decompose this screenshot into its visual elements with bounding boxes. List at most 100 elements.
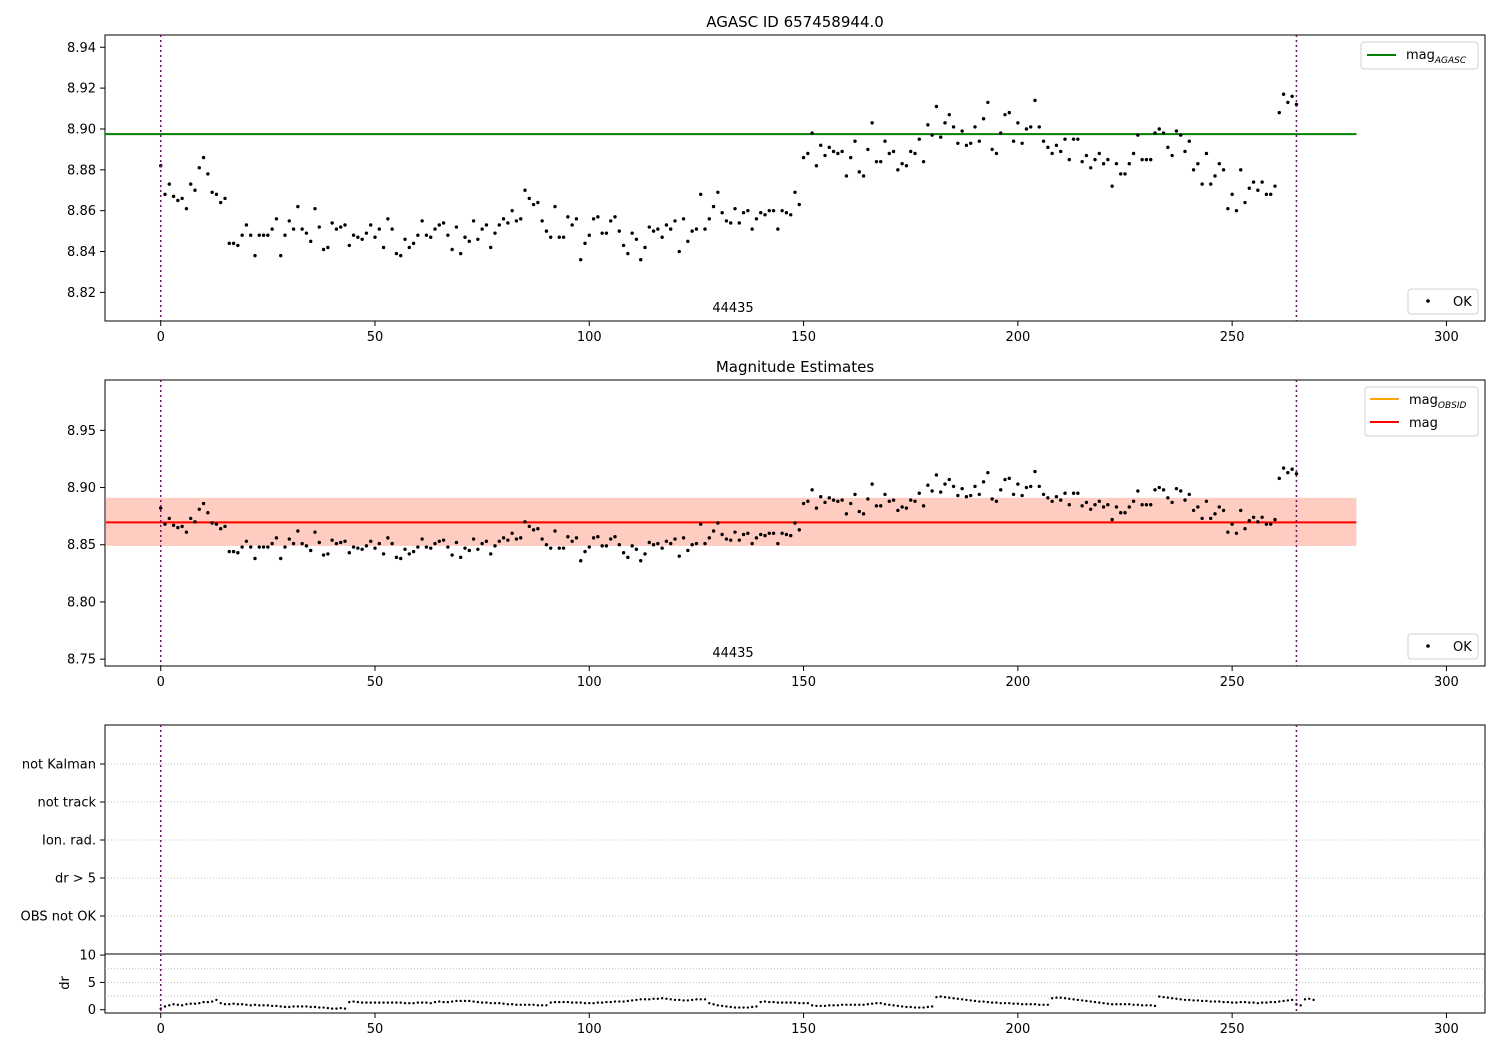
- dr-point: [922, 1006, 925, 1009]
- agasc-point: [531, 202, 536, 207]
- dr-point: [1128, 1003, 1131, 1006]
- mag-point: [831, 498, 836, 502]
- agasc-point: [771, 208, 776, 213]
- mag-point: [1290, 467, 1294, 471]
- mag-point: [257, 545, 261, 549]
- agasc-point: [1200, 182, 1204, 186]
- mag-point: [810, 488, 814, 492]
- mag-point: [403, 547, 407, 552]
- mag-point: [883, 492, 887, 497]
- mag-point: [677, 554, 681, 558]
- mag-point: [159, 506, 163, 510]
- mag-point: [476, 547, 480, 552]
- mag-point: [767, 531, 771, 535]
- dr-point: [999, 1001, 1002, 1005]
- mag-point: [1007, 476, 1011, 481]
- agasc-point: [836, 151, 840, 156]
- mag-point: [1110, 517, 1114, 522]
- agasc-xtick-label: 250: [1220, 330, 1245, 345]
- dr-point: [690, 998, 694, 1002]
- agasc-point: [527, 196, 531, 201]
- dr-point: [733, 1006, 737, 1009]
- panel-magnitude-estimates: Magnitude Estimates 0 50 100 150 200 250 300 8.…: [67, 358, 1486, 690]
- dr-point: [780, 1001, 784, 1004]
- mag-point: [313, 530, 317, 534]
- dr-point: [1222, 1000, 1225, 1004]
- agasc-point: [806, 151, 810, 156]
- agasc-point: [1234, 208, 1239, 213]
- agasc-point: [219, 200, 223, 205]
- agasc-point: [626, 251, 630, 256]
- mag-point: [1281, 466, 1286, 470]
- dr-point: [1209, 1000, 1212, 1003]
- dr-point: [939, 995, 942, 998]
- dr-point: [1265, 1001, 1268, 1004]
- dr-point: [240, 1003, 244, 1006]
- dr-point: [378, 1001, 381, 1004]
- dr-ytick-label: 10: [79, 949, 96, 964]
- mag-point: [1131, 499, 1136, 503]
- dr-point: [1170, 997, 1174, 1000]
- dr-point: [493, 1001, 497, 1005]
- dr-point: [202, 1000, 205, 1004]
- agasc-point: [553, 204, 557, 209]
- dr-point: [472, 1000, 475, 1003]
- dr-point: [515, 1003, 518, 1007]
- dr-point: [1050, 997, 1054, 1000]
- mag-point: [643, 552, 647, 556]
- agasc-point: [561, 235, 566, 239]
- dr-point: [853, 1003, 857, 1007]
- mag-point: [347, 551, 351, 555]
- dr-point: [1098, 1001, 1101, 1004]
- agasc-point: [600, 231, 604, 235]
- agasc-point: [394, 251, 399, 256]
- agasc-point: [1191, 168, 1196, 172]
- mag-point: [789, 533, 793, 538]
- mag-point: [707, 536, 711, 540]
- agasc-point: [184, 206, 189, 211]
- agasc-point: [1221, 168, 1226, 172]
- dr-point: [866, 1003, 870, 1006]
- agasc-point: [977, 139, 981, 143]
- dr-point: [1226, 1000, 1230, 1004]
- dr-point: [905, 1005, 908, 1009]
- dr-point: [279, 1005, 282, 1008]
- mag-point: [947, 477, 951, 482]
- dr-point: [168, 1004, 171, 1007]
- mag-point: [656, 541, 660, 546]
- agasc-point: [540, 219, 544, 223]
- mag-point: [176, 525, 180, 530]
- mag-point: [724, 537, 729, 541]
- dr-point: [802, 1001, 805, 1005]
- mag-point: [480, 541, 484, 546]
- mag-point: [227, 549, 231, 554]
- mag-point: [1140, 502, 1144, 507]
- dr-point: [1149, 1004, 1152, 1007]
- mag-point: [437, 539, 441, 544]
- dr-point: [228, 1003, 231, 1006]
- mag-point: [741, 532, 746, 537]
- dr-point: [609, 1000, 612, 1004]
- mag-point: [806, 499, 810, 503]
- mag-point: [300, 541, 304, 546]
- agasc-point: [1071, 137, 1076, 141]
- dr-point: [605, 1000, 608, 1004]
- agasc-point: [493, 231, 497, 235]
- agasc-point: [356, 235, 360, 239]
- agasc-point: [1179, 133, 1183, 137]
- mag-point: [1149, 502, 1153, 507]
- dr-point: [1119, 1003, 1122, 1006]
- dr-point: [1273, 1000, 1277, 1004]
- mag-point: [330, 538, 334, 542]
- mag-point: [673, 537, 677, 541]
- agasc-point: [283, 233, 287, 237]
- agasc-point: [1016, 121, 1020, 125]
- dr-point: [858, 1003, 861, 1007]
- agasc-point: [797, 202, 801, 207]
- dr-point: [232, 1002, 235, 1005]
- agasc-point: [321, 247, 326, 252]
- agasc-point: [587, 233, 591, 237]
- agasc-point: [300, 227, 304, 231]
- agasc-point: [441, 221, 446, 225]
- dr-point: [926, 1005, 930, 1009]
